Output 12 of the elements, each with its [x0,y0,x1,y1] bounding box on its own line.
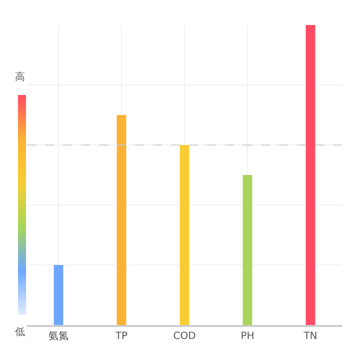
bar [54,265,64,325]
bar [242,175,252,325]
text: 低 [15,327,25,338]
x-tick-label: 氨氮 [48,331,68,342]
bar [306,25,316,325]
bar [116,115,126,325]
x-tick-label: PH [240,331,254,342]
x-tick-label: TP [114,331,128,342]
x-tick-label: TN [302,331,318,342]
bar [180,145,190,325]
x-tick-label: COD [173,331,196,342]
text: 高 [15,71,25,83]
